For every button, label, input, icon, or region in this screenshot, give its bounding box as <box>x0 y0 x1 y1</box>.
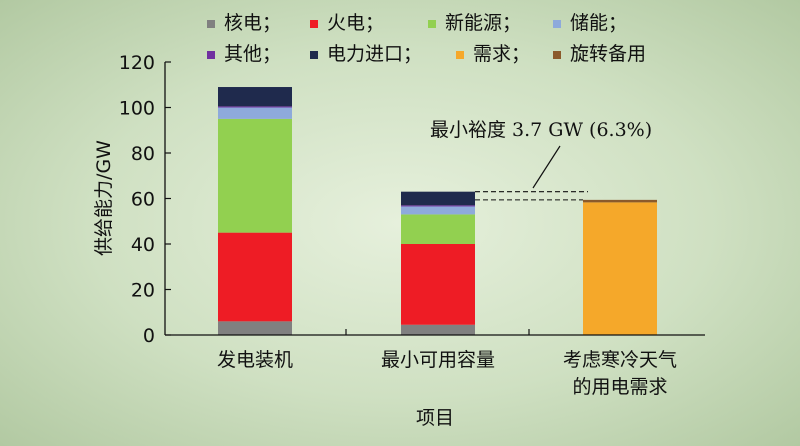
bar-segment <box>583 202 657 335</box>
bar-segment <box>218 106 292 108</box>
legend-swatch <box>553 20 561 28</box>
x-axis-title: 项目 <box>416 407 454 429</box>
bar-segment <box>401 324 475 335</box>
legend-swatch <box>207 51 215 59</box>
legend-label: 需求； <box>473 43 530 65</box>
y-tick-label: 80 <box>131 143 155 165</box>
x-category-label: 的用电需求 <box>572 376 667 398</box>
legend-swatch <box>310 20 318 28</box>
annotation-pointer <box>532 145 561 189</box>
legend-label: 其他； <box>224 43 281 65</box>
x-category-label: 考虑寒冷天气 <box>563 349 677 371</box>
legend-label: 旋转备用 <box>570 43 646 65</box>
bars-group <box>218 87 657 335</box>
y-tick-label: 40 <box>131 234 155 256</box>
bar-segment <box>401 205 475 207</box>
x-category-label: 最小可用容量 <box>381 349 495 371</box>
legend-label: 核电； <box>224 12 281 34</box>
y-tick-label: 100 <box>119 98 155 120</box>
y-tick-label: 60 <box>131 189 155 211</box>
annotation-text: 最小裕度 3.7 GW (6.3%) <box>430 119 652 141</box>
y-tick-label: 0 <box>143 325 155 347</box>
legend-label: 火电； <box>327 12 384 34</box>
legend-swatch <box>310 51 318 59</box>
bar-segment <box>218 107 292 119</box>
bar-segment <box>401 214 475 244</box>
bar-segment <box>401 206 475 215</box>
y-tick-label: 20 <box>131 280 155 302</box>
legend-label: 新能源； <box>445 12 521 34</box>
bar-segment <box>218 87 292 107</box>
legend-swatch <box>456 51 464 59</box>
legend-swatch <box>553 51 561 59</box>
bar-segment <box>218 232 292 322</box>
legend-swatch <box>207 20 215 28</box>
legend: 核电； 火电； 新能源； 储能； 其他； 电力进口； 需求； 旋转备用 <box>207 12 646 65</box>
y-axis-title: 供给能力/GW <box>93 140 115 256</box>
legend-label: 储能； <box>570 12 627 34</box>
bar-segment <box>583 199 657 203</box>
y-tick-label: 120 <box>119 52 155 74</box>
bar-segment <box>218 118 292 233</box>
margin-annotation: 最小裕度 3.7 GW (6.3%) <box>430 119 652 201</box>
bar-segment <box>401 244 475 325</box>
legend-label: 电力进口； <box>327 43 422 65</box>
legend-swatch <box>428 20 436 28</box>
bar-segment <box>401 191 475 206</box>
bar-segment <box>218 321 292 335</box>
x-category-label: 发电装机 <box>217 349 293 371</box>
